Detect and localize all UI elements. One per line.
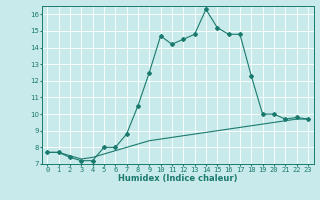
X-axis label: Humidex (Indice chaleur): Humidex (Indice chaleur) [118,174,237,183]
